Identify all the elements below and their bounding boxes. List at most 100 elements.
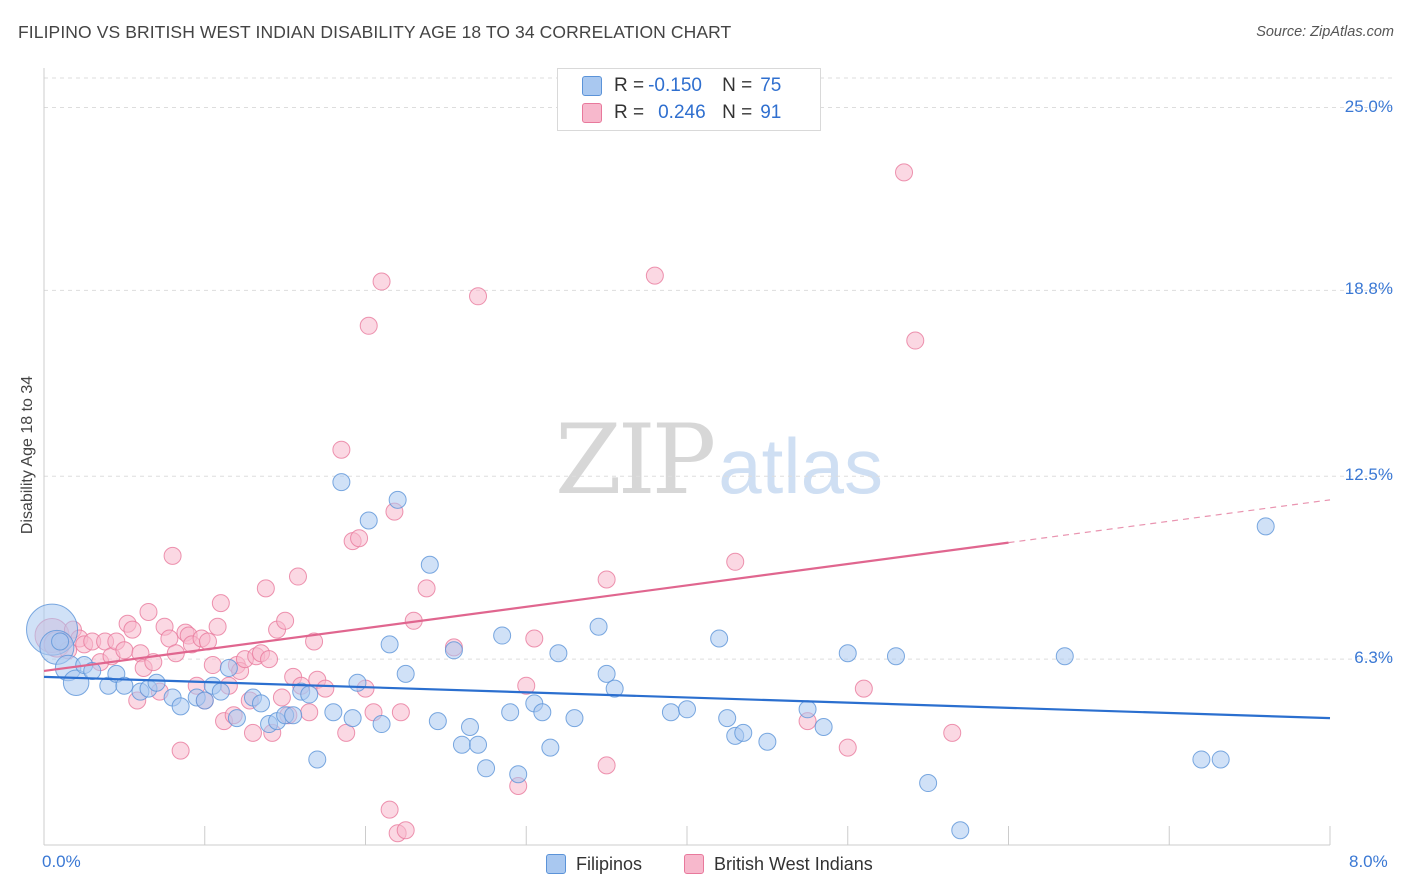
bwi-point bbox=[316, 679, 335, 698]
bwi-point bbox=[906, 331, 925, 350]
filipino-point bbox=[533, 703, 552, 722]
filipino-point bbox=[284, 706, 303, 725]
bwi-point bbox=[288, 567, 307, 586]
bwi-point bbox=[208, 617, 227, 636]
source-credit: Source: ZipAtlas.com bbox=[1256, 24, 1394, 40]
correlation-legend: R = -0.150 N = 75 R = 0.246 N = 91 bbox=[557, 68, 821, 131]
bwi-points bbox=[34, 163, 962, 843]
bwi-point bbox=[115, 641, 134, 660]
bwi-point bbox=[525, 629, 544, 648]
filipino-point bbox=[62, 669, 90, 696]
bwi-point bbox=[211, 594, 230, 613]
x-tick-label-max: 8.0% bbox=[1349, 852, 1388, 871]
filipino-point bbox=[428, 712, 447, 731]
bwi-point bbox=[895, 163, 914, 182]
filipino-points bbox=[26, 473, 1275, 840]
filipino-point bbox=[359, 511, 378, 530]
filipino-point bbox=[332, 473, 351, 492]
y-tick-label: 6.3% bbox=[1354, 648, 1393, 668]
bwi-point bbox=[243, 723, 262, 742]
grid-lines bbox=[44, 77, 1394, 660]
filipino-point bbox=[886, 647, 905, 666]
filipino-point bbox=[171, 697, 190, 716]
bwi-point bbox=[726, 552, 745, 571]
legend-r-label: R = bbox=[614, 102, 645, 123]
filipino-point bbox=[838, 644, 857, 663]
bwi-point bbox=[305, 632, 324, 651]
trend-line-solid bbox=[43, 675, 1331, 720]
y-tick-label: 25.0% bbox=[1344, 96, 1393, 116]
trend-line-solid bbox=[43, 541, 1009, 673]
bwi-point bbox=[417, 579, 436, 598]
filipino-point bbox=[452, 735, 471, 754]
legend-row-filipinos: R = -0.150 N = 75 bbox=[582, 73, 781, 99]
filipino-point bbox=[147, 673, 166, 692]
filipino-point bbox=[308, 750, 327, 769]
filipino-point bbox=[493, 626, 512, 645]
chart-title: FILIPINO VS BRITISH WEST INDIAN DISABILI… bbox=[18, 22, 732, 42]
filipino-point bbox=[469, 735, 488, 754]
filipino-point bbox=[460, 718, 479, 736]
filipino-point bbox=[758, 732, 777, 751]
filipino-point bbox=[605, 679, 624, 698]
bwi-point bbox=[854, 679, 873, 698]
filipino-point bbox=[597, 664, 616, 683]
bwi-point bbox=[272, 688, 291, 707]
bwi-point bbox=[517, 676, 536, 695]
filipino-point bbox=[1055, 647, 1074, 666]
filipino-point bbox=[589, 617, 608, 636]
filipino-point bbox=[541, 738, 560, 757]
bwi-point bbox=[380, 800, 399, 819]
bwi-point bbox=[372, 272, 391, 291]
legend-n-label: N = bbox=[722, 102, 753, 123]
filipino-point bbox=[477, 759, 496, 778]
filipino-point bbox=[1211, 750, 1230, 769]
filipino-point bbox=[380, 635, 399, 654]
bwi-point bbox=[203, 656, 222, 675]
filipino-point bbox=[798, 700, 817, 719]
bwi-point bbox=[597, 570, 616, 589]
bwi-point bbox=[276, 611, 295, 630]
legend-n-label: N = bbox=[722, 75, 753, 96]
y-tick-label: 18.8% bbox=[1344, 279, 1393, 299]
axes bbox=[43, 68, 1331, 846]
bwi-point bbox=[171, 741, 190, 760]
filipino-point bbox=[195, 691, 214, 710]
filipino-point bbox=[549, 644, 568, 663]
legend-bottom-filipinos: Filipinos bbox=[546, 852, 642, 876]
trend-lines bbox=[43, 499, 1331, 720]
filipino-point bbox=[501, 703, 520, 722]
filipino-point bbox=[324, 703, 343, 722]
filipino-point bbox=[734, 723, 753, 742]
bwi-point bbox=[300, 703, 319, 722]
filipino-point bbox=[211, 682, 230, 701]
filipino-point bbox=[115, 676, 134, 695]
legend-r-value: 0.246 bbox=[658, 102, 706, 123]
legend-bottom-label-filipinos: Filipinos bbox=[576, 853, 643, 874]
bwi-point bbox=[359, 316, 378, 335]
bwi-point bbox=[391, 703, 410, 722]
bwi-point bbox=[139, 602, 158, 621]
bwi-point bbox=[838, 738, 857, 757]
filipino-point bbox=[396, 664, 415, 683]
bwi-point bbox=[645, 266, 664, 285]
bwi-point bbox=[163, 546, 182, 565]
legend-bottom-bwi: British West Indians bbox=[684, 852, 873, 876]
trend-line-dashed bbox=[1008, 499, 1331, 544]
filipino-point bbox=[565, 709, 584, 728]
bwi-point bbox=[943, 723, 962, 742]
bwi-point bbox=[396, 821, 415, 840]
filipino-point bbox=[678, 700, 696, 719]
legend-n-value: 75 bbox=[760, 75, 782, 96]
filipino-point bbox=[51, 632, 70, 651]
filipino-point bbox=[219, 659, 238, 677]
filipino-point bbox=[300, 685, 319, 704]
bwi-point bbox=[256, 579, 275, 598]
filipino-point bbox=[343, 709, 362, 728]
filipino-point bbox=[951, 821, 970, 840]
filipino-point bbox=[252, 694, 271, 713]
filipino-point bbox=[420, 555, 439, 574]
legend-bottom-label-bwi: British West Indians bbox=[714, 853, 873, 874]
y-tick-label: 12.5% bbox=[1344, 465, 1393, 485]
filipino-point bbox=[661, 703, 680, 722]
